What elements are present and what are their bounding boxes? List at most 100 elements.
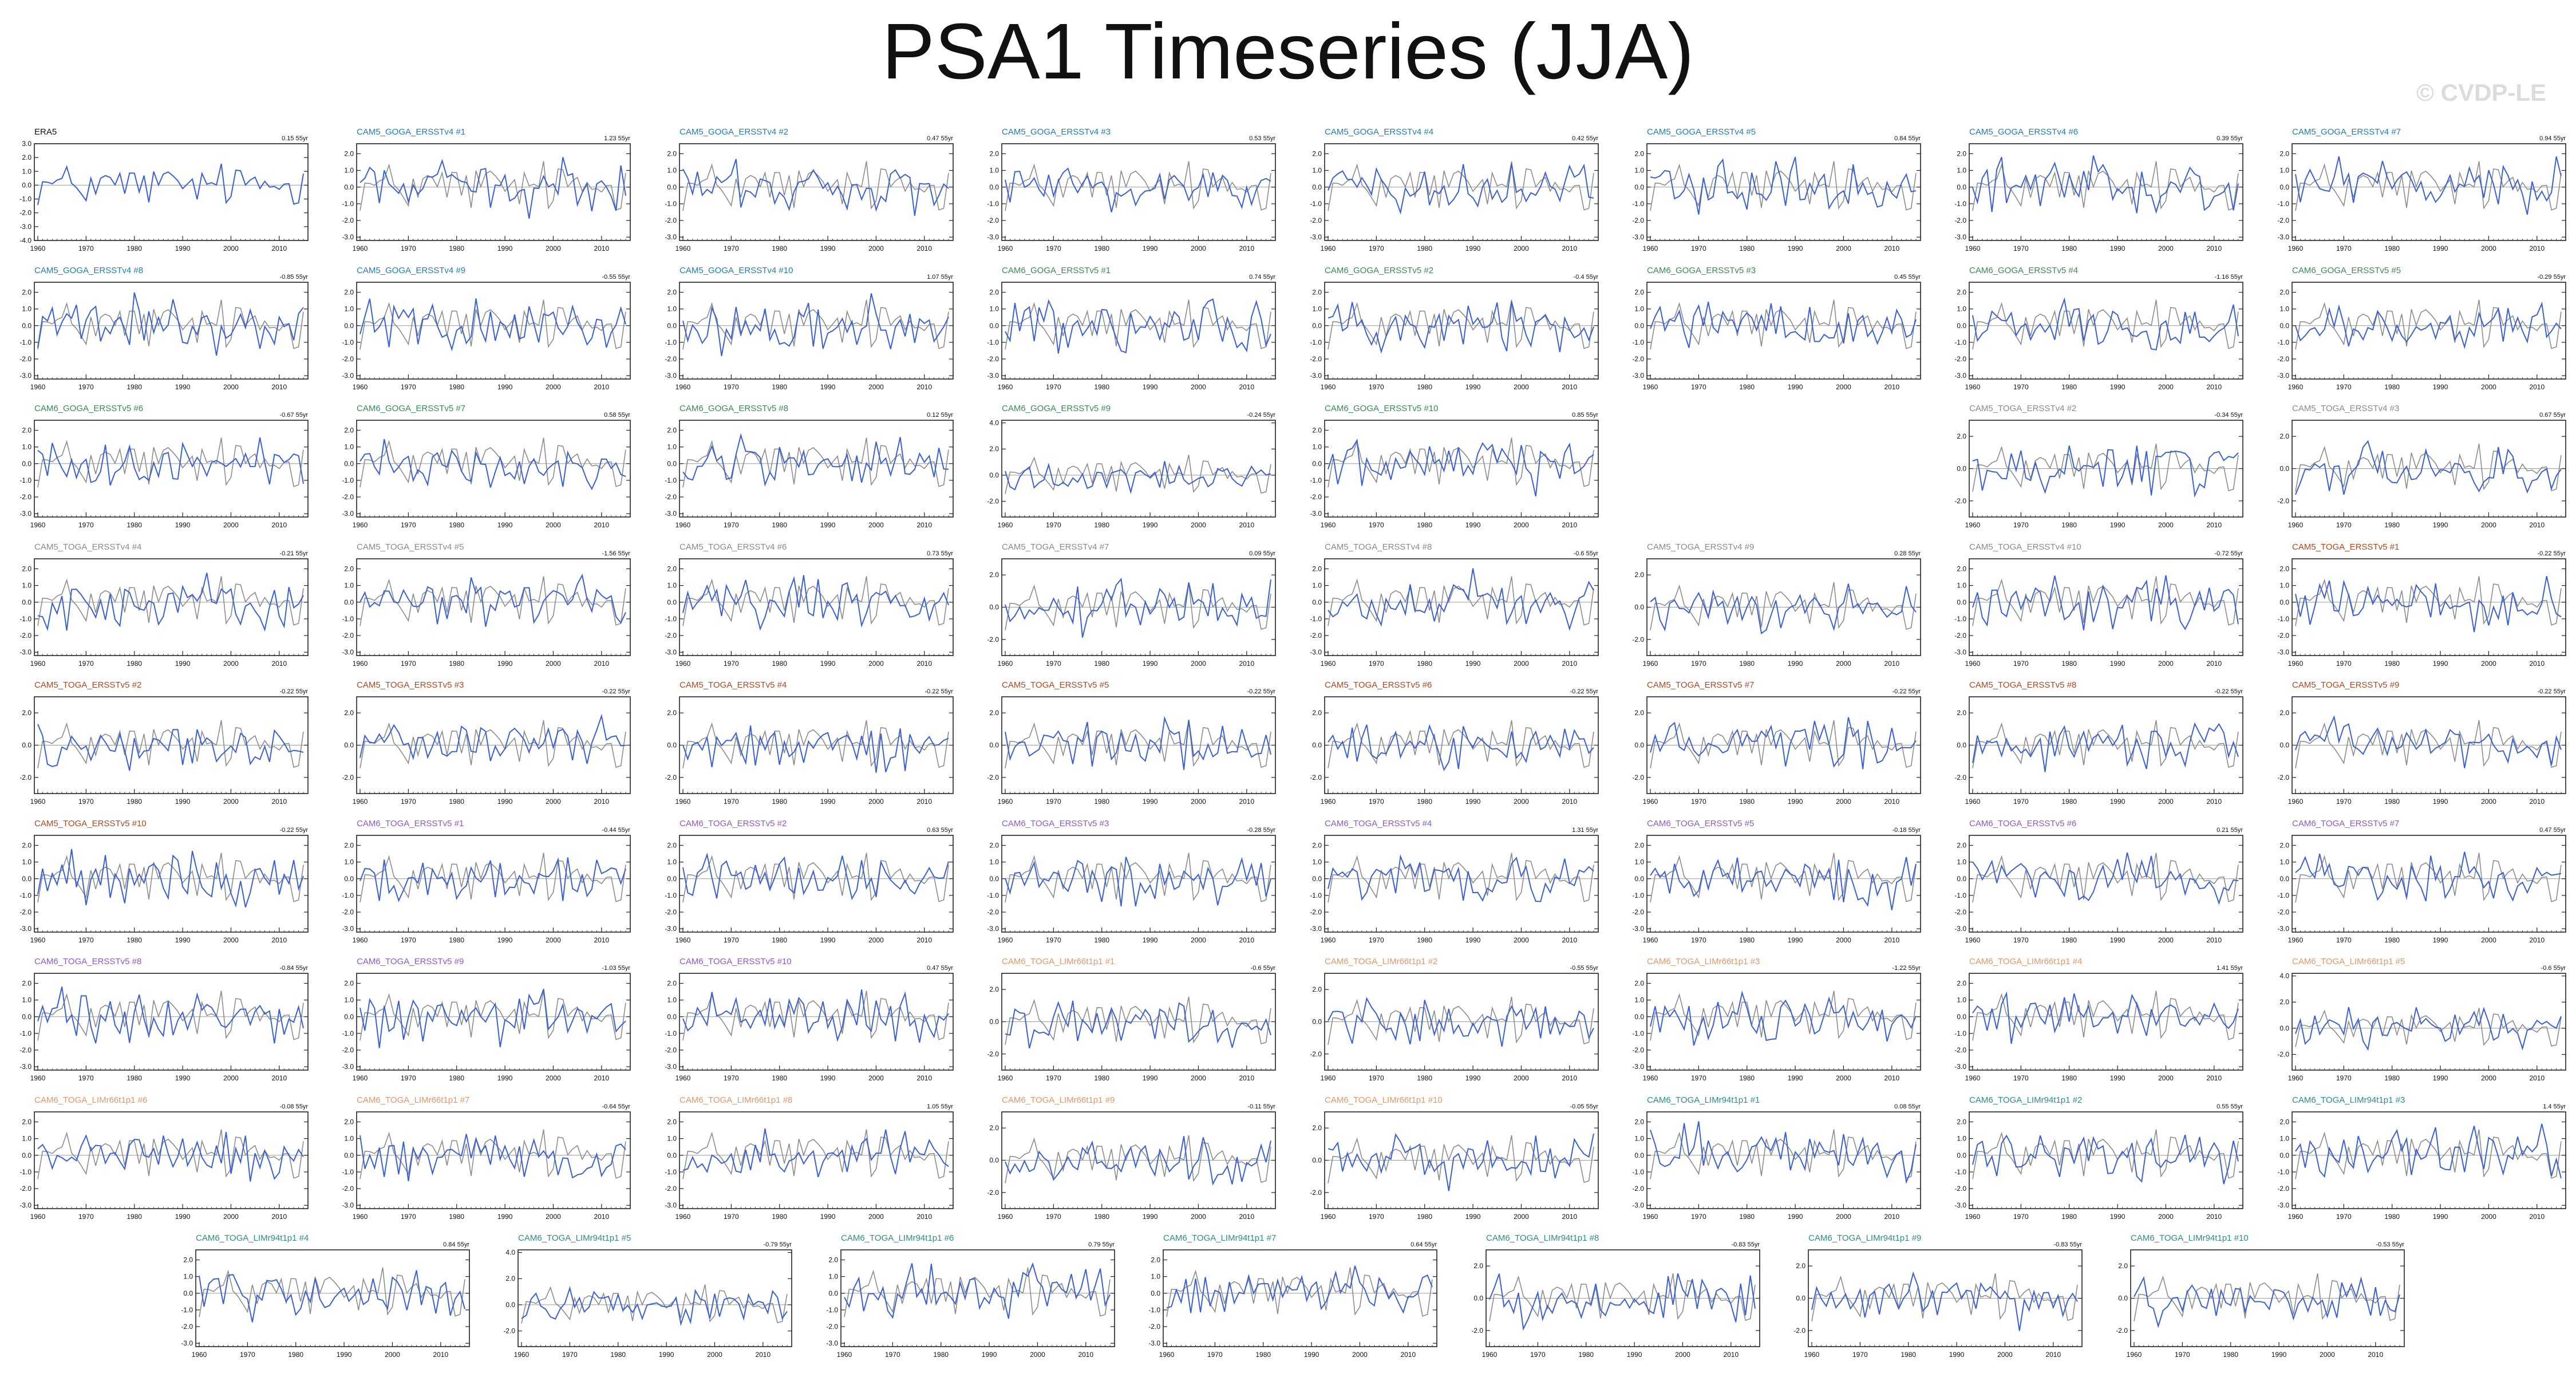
y-tick-label: -3.0	[665, 233, 677, 241]
y-tick-label: -2.0	[2277, 632, 2289, 640]
model-series-line	[2295, 575, 2562, 633]
x-tick-label: 1980	[1417, 244, 1432, 252]
x-tick-label: 2010	[1562, 660, 1577, 668]
panel: CAM6_GOGA_ERSSTv5 #5 -0.29 55yr 2.0 1.0 0.0 -…	[2277, 266, 2566, 391]
x-tick-label: 1970	[2013, 936, 2029, 944]
x-tick-label: 2000	[1191, 521, 1206, 529]
y-tick-label: -3.0	[2277, 648, 2289, 656]
y-tick-label: -3.0	[1954, 372, 1966, 380]
obs-series-line	[1972, 161, 2239, 211]
x-tick-label: 1970	[1369, 244, 1384, 252]
obs-series-line	[682, 299, 949, 350]
model-series-line	[359, 439, 626, 491]
panel: CAM6_TOGA_LIMr66t1p1 #5 -0.6 55yr 4.0 2.0 0.…	[2277, 957, 2566, 1082]
x-tick-label: 1990	[1143, 936, 1158, 944]
x-tick-label: 2000	[546, 521, 561, 529]
panel-stat: 1.31 55yr	[1572, 827, 1598, 834]
x-tick-label: 1990	[820, 660, 836, 668]
x-tick-label: 1990	[1788, 244, 1803, 252]
x-tick-label: 2010	[1884, 244, 1899, 252]
panel-stat: -0.22 55yr	[279, 827, 308, 834]
x-tick-label: 1980	[1094, 383, 1109, 391]
y-tick-label: 0.0	[1957, 183, 1966, 191]
panel: CAM6_TOGA_LIMr66t1p1 #3 -1.22 55yr 2.0 1.0 0…	[1632, 957, 1921, 1082]
x-tick-label: 1970	[1046, 1213, 1061, 1221]
y-tick-label: 0.0	[344, 1013, 354, 1021]
x-tick-label: 1970	[401, 660, 416, 668]
x-tick-label: 2000	[1191, 383, 1206, 391]
y-tick-label: -2.0	[665, 493, 677, 501]
x-tick-label: 2010	[2529, 383, 2545, 391]
model-series-line	[1972, 991, 2239, 1044]
panel-title: CAM6_TOGA_ERSSTv5 #8	[34, 957, 141, 966]
y-tick-label: 0.0	[1957, 322, 1966, 330]
y-tick-label: -1.0	[342, 1168, 354, 1176]
y-tick-label: 2.0	[344, 149, 354, 157]
panel: CAM6_TOGA_ERSSTv5 #5 -0.18 55yr 2.0 1.0 0.0 -…	[1632, 819, 1921, 944]
x-tick-label: 2010	[1884, 383, 1899, 391]
x-tick-label: 2010	[271, 383, 287, 391]
model-series-line	[682, 1128, 949, 1178]
x-tick-label: 2000	[1191, 660, 1206, 668]
x-tick-label: 1970	[2336, 798, 2352, 806]
y-tick-label: 2.0	[667, 841, 677, 849]
panel: CAM5_TOGA_ERSSTv5 #10 -0.22 55yr 2.0 1.0 0.0…	[19, 819, 309, 944]
panel: CAM5_TOGA_ERSSTv5 #7 -0.22 55yr 2.0 0.0 -2.0…	[1632, 680, 1921, 806]
obs-series-line	[1972, 299, 2239, 350]
x-tick-label: 2010	[2529, 660, 2545, 668]
y-tick-label: -2.0	[1310, 632, 1322, 640]
x-tick-label: 1960	[1965, 1074, 1981, 1082]
x-tick-label: 1970	[1369, 1074, 1384, 1082]
y-tick-label: -1.0	[1954, 200, 1966, 208]
obs-series-line	[682, 720, 949, 768]
y-tick-label: 4.0	[989, 419, 999, 427]
y-tick-label: -2.0	[665, 355, 677, 363]
x-tick-label: 1980	[2384, 521, 2400, 529]
y-tick-label: 0.0	[1957, 1013, 1966, 1021]
y-tick-label: 0.0	[344, 183, 354, 191]
x-tick-label: 1970	[1691, 660, 1706, 668]
y-tick-label: -2.0	[1310, 216, 1322, 224]
y-tick-label: -2.0	[1632, 355, 1644, 363]
panel-stat: -0.22 55yr	[602, 688, 630, 695]
obs-series-line	[1650, 299, 1917, 350]
y-tick-label: 0.0	[2279, 875, 2289, 883]
y-tick-label: 2.0	[667, 565, 677, 573]
obs-series-line	[1327, 576, 1594, 626]
panel-title: CAM6_TOGA_LIMr66t1p1 #3	[1647, 957, 1760, 966]
x-tick-label: 1970	[1046, 244, 1061, 252]
panel-title: CAM6_TOGA_ERSSTv5 #10	[679, 957, 792, 966]
y-tick-label: -1.0	[1954, 1029, 1966, 1037]
y-tick-label: -3.0	[1310, 648, 1322, 656]
x-tick-label: 1990	[175, 936, 191, 944]
x-tick-label: 1980	[449, 1213, 464, 1221]
y-tick-label: -1.0	[1310, 338, 1322, 346]
x-tick-label: 1960	[1321, 1074, 1336, 1082]
y-tick-label: -2.0	[2277, 497, 2289, 505]
y-tick-label: -3.0	[665, 510, 677, 518]
x-tick-label: 1990	[1465, 244, 1481, 252]
x-tick-label: 1960	[1965, 383, 1981, 391]
panel-title: CAM5_TOGA_ERSSTv5 #7	[1647, 680, 1754, 690]
y-tick-label: -3.0	[19, 1201, 31, 1209]
y-tick-label: 2.0	[989, 1124, 999, 1132]
panel-title: CAM5_TOGA_ERSSTv5 #6	[1325, 680, 1432, 690]
y-tick-label: 2.0	[22, 979, 31, 987]
model-series-line	[2295, 851, 2562, 902]
plot-frame	[1324, 282, 1599, 380]
plot-frame	[356, 973, 631, 1071]
panel-stat: -0.44 55yr	[602, 827, 630, 834]
y-tick-label: -2.0	[19, 355, 31, 363]
panel-title: CAM6_TOGA_LIMr66t1p1 #6	[34, 1095, 147, 1105]
obs-series-line	[359, 1129, 626, 1179]
y-tick-label: 0.0	[1312, 741, 1322, 749]
x-tick-label: 1990	[2433, 521, 2448, 529]
panel: CAM6_TOGA_LIMr66t1p1 #8 1.05 55yr 2.0 1.0 0.…	[665, 1095, 954, 1221]
obs-series-line	[37, 991, 304, 1041]
x-tick-label: 2000	[223, 383, 239, 391]
x-tick-label: 1970	[1046, 1074, 1061, 1082]
model-series-line	[359, 298, 626, 352]
x-tick-label: 1960	[675, 660, 691, 668]
x-tick-label: 2000	[1836, 1074, 1851, 1082]
obs-series-line	[1650, 853, 1917, 903]
